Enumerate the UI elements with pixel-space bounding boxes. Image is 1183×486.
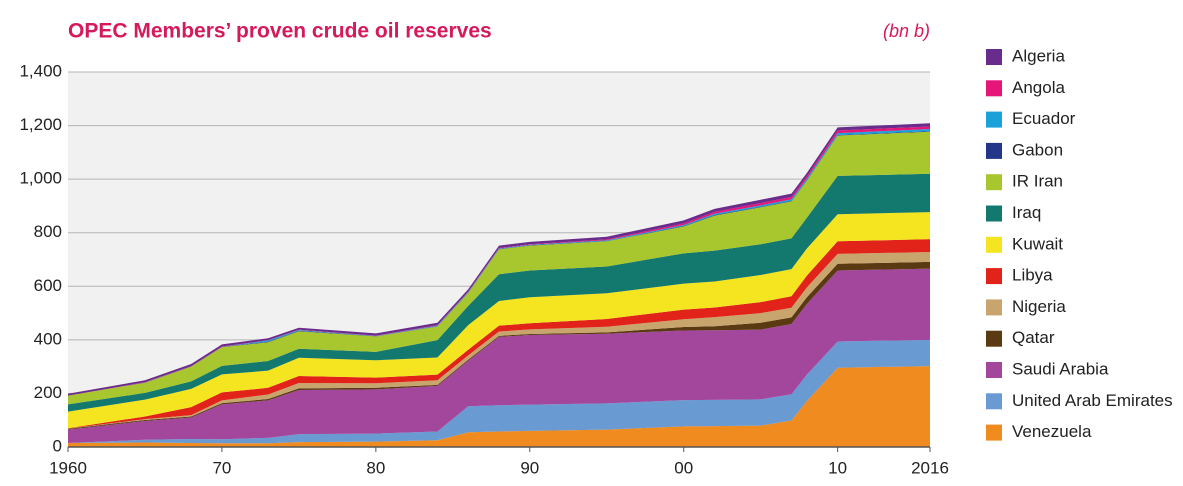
x-tick-label: 2016 [911,458,949,477]
area [68,131,930,405]
y-tick-label: 600 [34,276,62,295]
legend-swatch [986,268,1002,285]
x-tick-label: 10 [828,458,847,477]
legend-swatch [986,111,1002,128]
y-tick-label: 1,400 [19,61,62,80]
y-tick-label: 800 [34,222,62,241]
x-tick-label: 00 [674,458,693,477]
legend-label: Qatar [1012,328,1055,347]
legend-swatch [986,299,1002,316]
legend-label: Saudi Arabia [1012,359,1109,378]
legend-label: Venezuela [1012,422,1092,441]
area [68,366,930,447]
y-tick-label: 400 [34,329,62,348]
legend-label: Iraq [1012,203,1041,222]
x-tick-label: 1960 [49,458,87,477]
legend-swatch [986,362,1002,378]
unit-label: (bn b) [883,21,930,41]
area [68,339,930,444]
legend-swatch [986,80,1002,97]
legend-label: Ecuador [1012,109,1076,128]
legend-swatch [986,236,1002,253]
legend-label: Angola [1012,78,1065,97]
legend-label: Gabon [1012,140,1063,159]
legend-label: Libya [1012,266,1053,285]
area [68,212,930,429]
legend-swatch [986,174,1002,191]
legend-swatch [986,393,1002,410]
x-tick-label: 80 [366,458,385,477]
legend-swatch [986,424,1002,441]
y-tick-label: 0 [53,436,62,455]
x-tick-label: 70 [212,458,231,477]
legend-label: United Arab Emirates [1012,391,1173,410]
chart-title: OPEC Members’ proven crude oil reserves [68,20,492,43]
y-tick-label: 1,200 [19,115,62,134]
legend-label: Nigeria [1012,297,1066,316]
legend-swatch [986,330,1002,347]
legend-swatch [986,49,1002,65]
x-tick-label: 90 [520,458,539,477]
area [68,268,930,443]
legend-swatch [986,205,1002,222]
legend-label: IR Iran [1012,172,1063,191]
y-tick-label: 1,000 [19,169,62,188]
legend-label: Kuwait [1012,234,1063,253]
y-tick-label: 200 [34,383,62,402]
legend-swatch [986,142,1002,159]
legend-label: Algeria [1012,46,1065,65]
area [68,173,930,412]
